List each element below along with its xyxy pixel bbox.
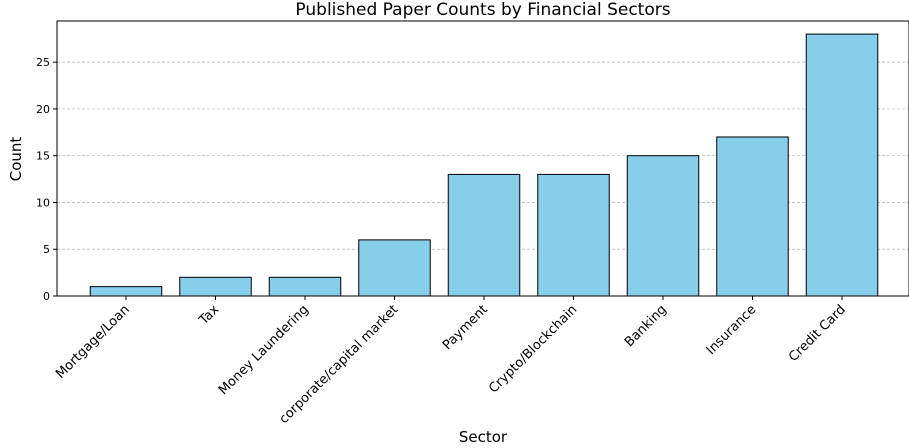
chart-title: Published Paper Counts by Financial Sect… [295,0,670,20]
x-tick-label: Banking [622,302,670,350]
axes [56,20,909,297]
y-tick-label: 25 [36,56,50,69]
x-tick-label: Credit Card [786,302,849,365]
bar [179,276,252,297]
bar [537,173,610,297]
bar [89,286,163,297]
bar [268,276,342,297]
x-tick-label: Payment [440,302,491,353]
y-tick-label: 20 [36,103,50,116]
y-tick-label: 0 [43,290,50,303]
bar [716,136,789,297]
bar [805,33,879,297]
bar [447,173,521,297]
x-tick-label: Tax [196,302,223,329]
plot-frame [56,20,909,297]
y-tick-label: 5 [43,243,50,256]
x-tick-label: Mortgage/Loan [53,302,133,382]
x-tick-label: Money Laundering [216,302,312,398]
y-axis-label: Count [7,137,25,182]
y-tick-label: 15 [36,150,50,163]
x-axis-label: Sector [459,428,508,446]
x-tick-label: Crypto/Blockchain [486,302,580,396]
y-tick-label: 10 [36,196,50,209]
x-tick-label: Insurance [704,302,760,358]
bar [626,155,700,297]
bars [89,33,879,297]
bar [358,239,431,297]
y-ticks: 0 5 10 15 20 25 [36,56,57,303]
